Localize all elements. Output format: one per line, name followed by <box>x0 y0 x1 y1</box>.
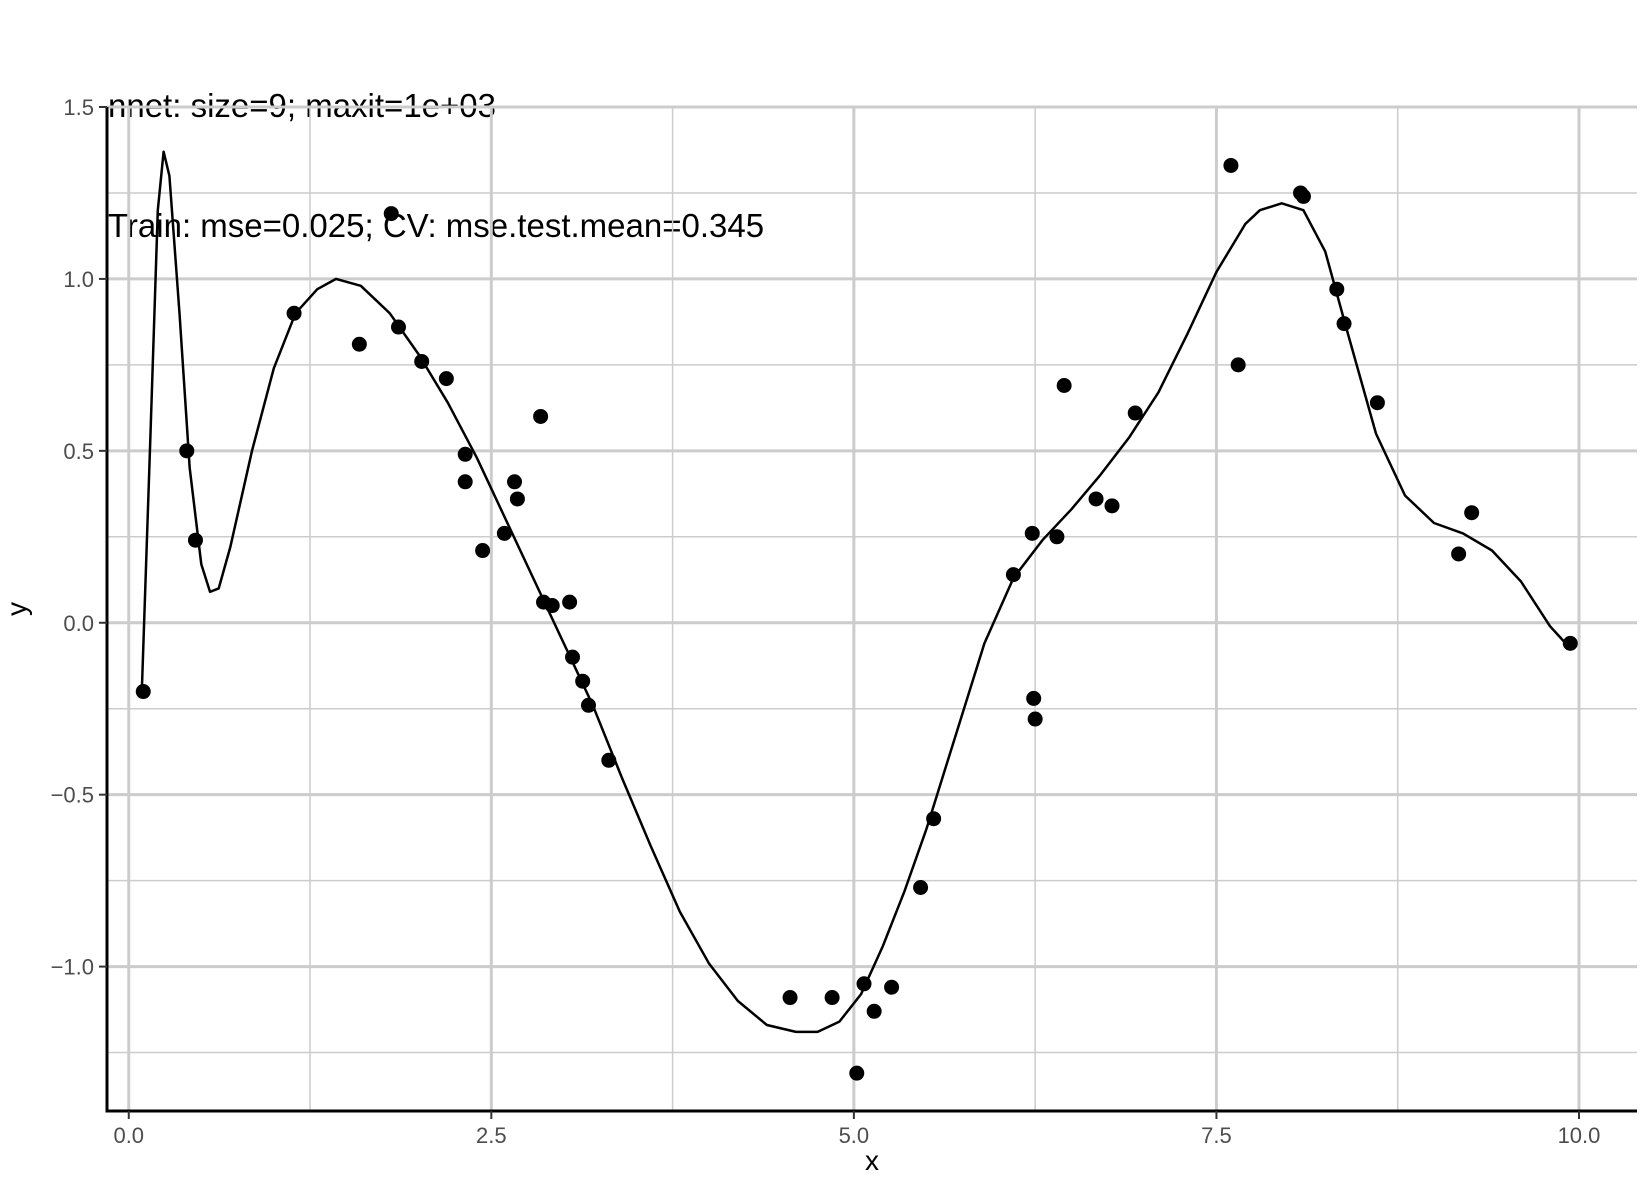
data-point <box>856 976 872 992</box>
data-point <box>179 443 195 459</box>
data-point <box>1027 711 1043 727</box>
y-tick-label: 0.0 <box>63 611 94 636</box>
data-point <box>187 532 203 548</box>
data-point <box>1295 188 1311 204</box>
data-point <box>580 697 596 713</box>
data-point <box>1336 316 1352 332</box>
data-point <box>457 446 473 462</box>
data-point <box>866 1003 882 1019</box>
data-point <box>1369 395 1385 411</box>
grid-major <box>107 105 1637 1111</box>
data-point <box>575 673 591 689</box>
data-point <box>1562 635 1578 651</box>
data-point <box>135 684 151 700</box>
fitted-curve <box>140 150 1570 1034</box>
data-point <box>1056 378 1072 394</box>
x-axis-title: x <box>865 1145 879 1176</box>
grid-minor <box>107 107 1637 1111</box>
data-point <box>1104 498 1120 514</box>
y-tick-label: −0.5 <box>51 783 94 808</box>
data-point <box>562 594 578 610</box>
data-point <box>1088 491 1104 507</box>
data-point <box>1024 525 1040 541</box>
data-point <box>390 319 406 335</box>
data-point <box>884 979 900 995</box>
x-tick-label: 10.0 <box>1558 1123 1601 1148</box>
data-point <box>1230 357 1246 373</box>
chart-subtitle: Train: mse=0.025; CV: mse.test.mean=0.34… <box>108 207 765 244</box>
fitted-curve-layer <box>140 150 1570 1034</box>
y-tick-label: 1.0 <box>63 267 94 292</box>
y-axis-title: y <box>1 602 32 616</box>
y-tick-label: 1.5 <box>63 95 94 120</box>
points-layer <box>135 157 1578 1081</box>
data-point <box>1005 567 1021 583</box>
data-point <box>1127 405 1143 421</box>
data-point <box>438 371 454 387</box>
data-point <box>544 598 560 614</box>
y-tick-label: 0.5 <box>63 439 94 464</box>
data-point <box>824 990 840 1006</box>
data-point <box>1329 281 1345 297</box>
data-point <box>782 990 798 1006</box>
data-point <box>383 206 399 222</box>
data-point <box>1223 157 1239 173</box>
data-point <box>1451 546 1467 562</box>
data-point <box>509 491 525 507</box>
data-point <box>351 336 367 352</box>
chart-title-block: nnet: size=9; maxit=1e+03 Train: mse=0.0… <box>108 6 764 286</box>
x-tick-label: 0.0 <box>113 1123 144 1148</box>
data-point <box>1464 505 1480 521</box>
data-point <box>565 649 581 665</box>
axes-layer <box>99 106 1637 1119</box>
data-point <box>457 474 473 490</box>
data-point <box>475 543 491 559</box>
data-point <box>913 880 929 896</box>
x-tick-label: 5.0 <box>839 1123 870 1148</box>
data-point <box>414 353 430 369</box>
data-point <box>507 474 523 490</box>
data-point <box>1049 529 1065 545</box>
x-tick-label: 7.5 <box>1201 1123 1232 1148</box>
data-point <box>496 525 512 541</box>
data-point <box>601 752 617 768</box>
data-point <box>926 811 942 827</box>
tick-labels-layer: 0.0 2.5 5.0 7.5 10.0 −1.0 −0.5 0.0 0.5 1.0 1.5 <box>51 95 1601 1148</box>
data-point <box>286 305 302 321</box>
data-point <box>533 408 549 424</box>
data-point <box>1026 690 1042 706</box>
data-point <box>849 1065 865 1081</box>
y-tick-label: −1.0 <box>51 955 94 980</box>
x-tick-label: 2.5 <box>476 1123 507 1148</box>
